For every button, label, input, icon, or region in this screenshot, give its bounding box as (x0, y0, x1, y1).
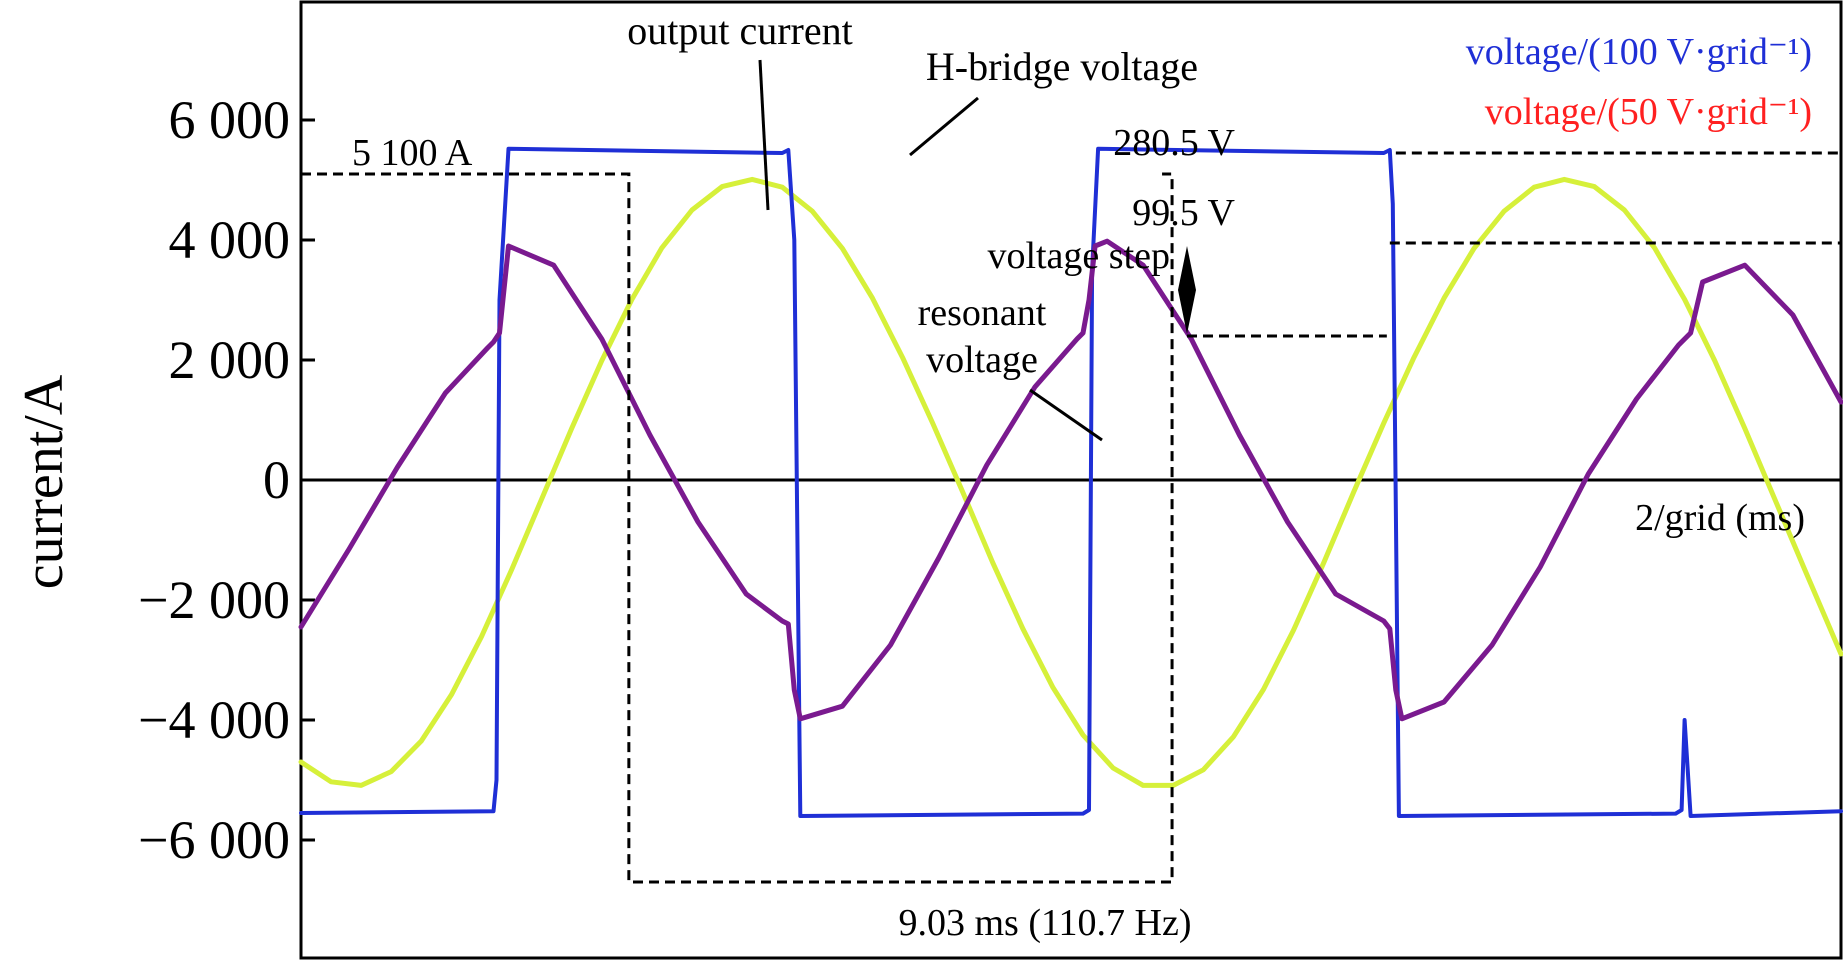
period-bracket (301, 172, 1174, 884)
resonant-voltage-leader (1029, 388, 1103, 442)
y-tick-label: 0 (263, 450, 290, 510)
voltage-step-arrow (1178, 246, 1196, 334)
y-tick-label: −4 000 (138, 690, 290, 750)
h-bridge-leader (909, 96, 979, 157)
output-current-label: output current (627, 8, 853, 53)
y-tick-label: −6 000 (138, 810, 290, 870)
y-tick-label: 2 000 (169, 330, 291, 390)
y-tick-label: −2 000 (138, 570, 290, 630)
output-current-leader (758, 59, 770, 211)
legend-voltage-100v: voltage/(100 V·grid⁻¹) (1466, 31, 1812, 73)
resonant-voltage-label-2: voltage (926, 339, 1038, 381)
resonant-voltage-label-1: resonant (918, 292, 1047, 334)
legend-voltage-50v: voltage/(50 V·grid⁻¹) (1485, 91, 1812, 133)
h-bridge-voltage-trace (299, 146, 1843, 818)
peak-current-label: 5 100 A (352, 132, 473, 174)
y-axis-title: current/A (13, 374, 75, 589)
y-axis-ticks: 6 000 4 000 2 000 0 −2 000 −4 000 −6 000 (138, 90, 315, 870)
h-bridge-voltage-label: H-bridge voltage (926, 44, 1198, 89)
h-bridge-peak-label: 280.5 V (1113, 122, 1235, 164)
y-tick-label: 4 000 (169, 210, 291, 270)
resonant-voltage-trace (298, 238, 1843, 722)
series-layer (298, 146, 1843, 818)
reference-markers (301, 151, 1841, 884)
resonant-step-label: 99.5 V (1132, 192, 1235, 234)
period-label: 9.03 ms (110.7 Hz) (898, 902, 1191, 944)
voltage-step-label: voltage step (987, 235, 1170, 277)
y-tick-label: 6 000 (169, 90, 291, 150)
time-scale-label: 2/grid (ms) (1635, 497, 1805, 539)
output-current-trace (298, 176, 1843, 788)
